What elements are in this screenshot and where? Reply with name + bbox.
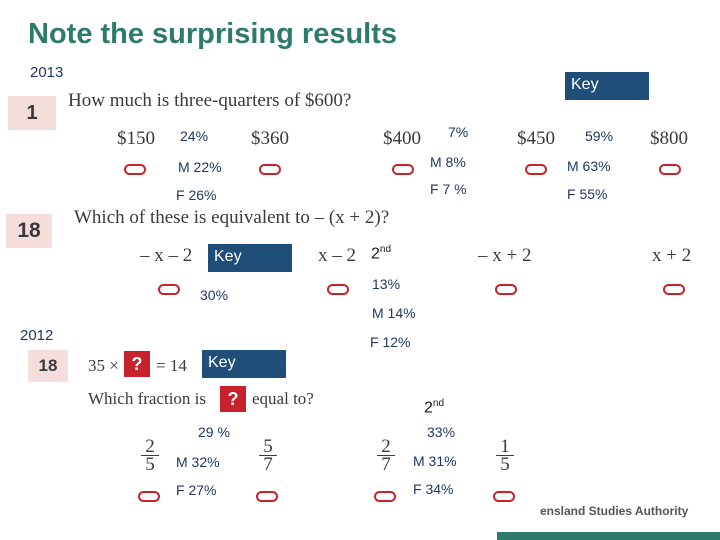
- option-label: x – 2: [318, 245, 356, 266]
- stat-male: M 14%: [372, 305, 416, 321]
- answer-oval[interactable]: [158, 284, 180, 295]
- second-suffix: nd: [379, 244, 392, 255]
- footer-organization: ensland Studies Authority: [540, 504, 689, 518]
- stat-male: M 32%: [176, 454, 220, 470]
- answer-oval[interactable]: [659, 164, 681, 175]
- footer-accent-bar: [497, 532, 720, 540]
- question-text-end: equal to?: [252, 389, 314, 408]
- fraction-numerator: 2: [141, 437, 159, 456]
- option-label: $800: [650, 128, 688, 149]
- unknown-box: ?: [124, 351, 150, 377]
- stat-overall: 30%: [200, 287, 229, 303]
- option-label: – x + 2: [478, 245, 532, 266]
- answer-oval[interactable]: [392, 164, 414, 175]
- answer-oval[interactable]: [493, 491, 515, 502]
- question-text: Which fraction is: [88, 389, 207, 408]
- stat-male: M 8%: [430, 154, 466, 170]
- answer-oval[interactable]: [138, 491, 160, 502]
- fraction-numerator: 1: [496, 437, 514, 456]
- answer-oval[interactable]: [256, 491, 278, 502]
- stat-female: F 34%: [413, 481, 454, 497]
- question-text: Which of these is equivalent to – (x + 2…: [74, 207, 390, 228]
- answer-oval[interactable]: [663, 284, 685, 295]
- option-label: – x – 2: [140, 245, 193, 266]
- stat-overall: 13%: [372, 276, 401, 292]
- second-suffix: nd: [432, 398, 445, 409]
- key-box-q1: Key: [565, 72, 649, 100]
- option-label: $150: [117, 128, 155, 149]
- stat-female: F 27%: [176, 482, 217, 498]
- stat-male: M 31%: [413, 453, 457, 469]
- stat-female: F 12%: [370, 334, 411, 350]
- stat-overall: 33%: [427, 424, 456, 440]
- option-label: $400: [383, 128, 421, 149]
- fraction-numerator: 2: [377, 437, 395, 456]
- stat-female: F 7 %: [430, 181, 467, 197]
- option-label: $360: [251, 128, 289, 149]
- unknown-box: ?: [220, 386, 246, 412]
- fraction-option: 1 5: [496, 437, 514, 475]
- option-label: x + 2: [652, 245, 692, 266]
- fraction-denominator: 5: [500, 454, 510, 475]
- option-label: $450: [517, 128, 555, 149]
- answer-oval[interactable]: [495, 284, 517, 295]
- answer-oval[interactable]: [327, 284, 349, 295]
- answer-oval[interactable]: [525, 164, 547, 175]
- key-box-q18-2012: Key: [202, 350, 286, 378]
- stat-female: F 26%: [176, 187, 217, 203]
- fraction-denominator: 7: [381, 454, 391, 475]
- question-text: How much is three-quarters of $600?: [68, 90, 352, 111]
- stat-male: M 63%: [567, 158, 611, 174]
- fraction-option: 2 7: [377, 437, 395, 475]
- answer-oval[interactable]: [259, 164, 281, 175]
- key-box-q18: Key: [208, 244, 292, 272]
- stat-overall: 7%: [448, 124, 469, 140]
- fraction-option: 5 7: [259, 437, 277, 475]
- question-number-badge: 1: [8, 96, 56, 130]
- question-number-badge: 18: [6, 214, 52, 248]
- question-number-badge: 18: [28, 350, 68, 382]
- answer-oval[interactable]: [374, 491, 396, 502]
- stat-female: F 55%: [567, 186, 608, 202]
- stat-overall: 29 %: [198, 424, 230, 440]
- fraction-denominator: 5: [145, 454, 155, 475]
- stat-overall: 24%: [180, 128, 209, 144]
- stat-male: M 22%: [178, 159, 222, 175]
- fraction-option: 2 5: [141, 437, 159, 475]
- fraction-numerator: 5: [259, 437, 277, 456]
- year-2012-label: 2012: [20, 327, 54, 344]
- second-number: 2: [371, 245, 380, 263]
- fraction-denominator: 7: [263, 454, 273, 475]
- equation-left: 35 ×: [88, 356, 119, 375]
- second-number: 2: [424, 399, 433, 417]
- page-title: Note the surprising results: [28, 18, 398, 50]
- equation-right: = 14: [156, 356, 187, 375]
- year-2013-label: 2013: [30, 64, 64, 81]
- second-most-label: 2nd: [424, 393, 462, 419]
- second-most-label: 2nd: [370, 238, 441, 266]
- stat-overall: 59%: [585, 128, 614, 144]
- answer-oval[interactable]: [124, 164, 146, 175]
